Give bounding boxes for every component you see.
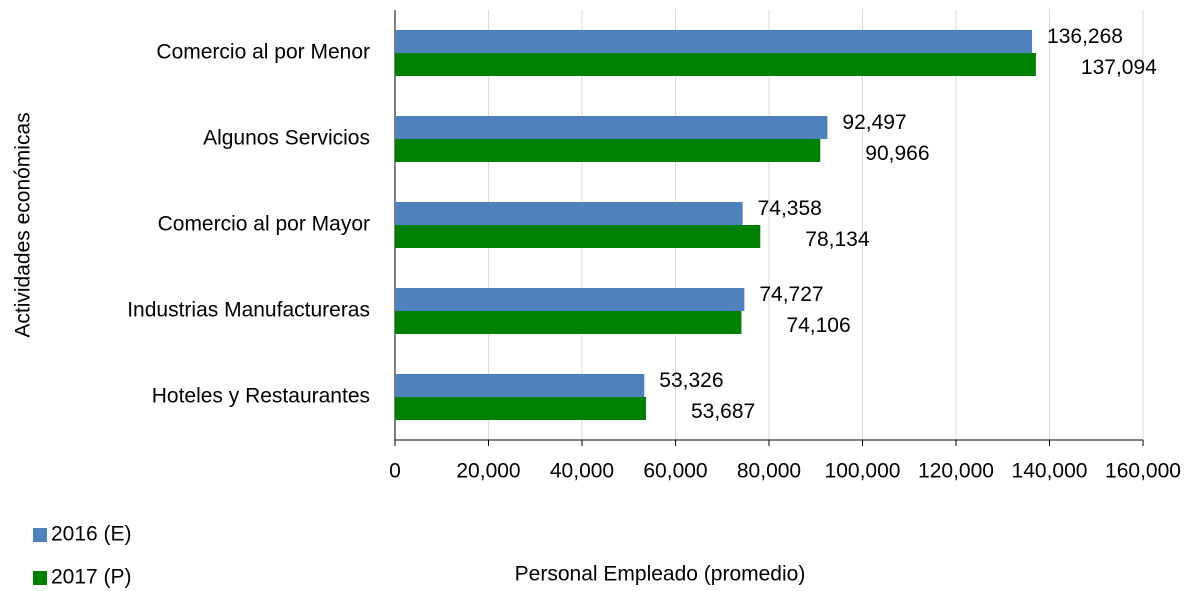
x-tick-label: 140,000 [1012, 460, 1088, 483]
bar [395, 311, 742, 334]
y-tick-label: Industrias Manufactureras [127, 299, 370, 322]
bar [395, 53, 1036, 76]
x-tick-label: 60,000 [643, 460, 707, 483]
data-label: 74,106 [786, 314, 850, 337]
bar [395, 202, 743, 225]
x-tick-label: 40,000 [550, 460, 614, 483]
legend-label: 2017 (P) [51, 566, 132, 589]
data-label: 137,094 [1081, 56, 1157, 79]
x-tick-label: 0 [389, 460, 401, 483]
y-axis-title: Actividades económicas [12, 112, 35, 337]
bar [395, 397, 646, 420]
x-tick-label: 100,000 [825, 460, 901, 483]
data-label: 53,326 [659, 369, 723, 392]
x-tick-label: 120,000 [918, 460, 994, 483]
y-tick-label: Hoteles y Restaurantes [152, 385, 370, 408]
legend-label: 2016 (E) [51, 523, 132, 546]
legend-swatch [33, 528, 47, 542]
bar [395, 288, 745, 311]
x-axis-title: Personal Empleado (promedio) [515, 563, 806, 586]
x-tick-label: 160,000 [1105, 460, 1181, 483]
data-label: 74,358 [758, 197, 822, 220]
data-label: 74,727 [759, 283, 823, 306]
data-label: 136,268 [1047, 25, 1123, 48]
legend-swatch [33, 571, 47, 585]
x-tick-label: 20,000 [456, 460, 520, 483]
bar [395, 30, 1033, 53]
data-label: 53,687 [691, 400, 755, 423]
bar [395, 374, 645, 397]
data-label: 78,134 [805, 228, 870, 251]
bar [395, 116, 828, 139]
y-tick-label: Comercio al por Mayor [158, 213, 370, 236]
data-label: 92,497 [842, 111, 906, 134]
x-tick-label: 80,000 [737, 460, 801, 483]
bar [395, 225, 761, 248]
y-tick-label: Algunos Servicios [203, 127, 370, 150]
bar [395, 139, 821, 162]
data-label: 90,966 [865, 142, 929, 165]
y-tick-label: Comercio al por Menor [156, 41, 370, 64]
